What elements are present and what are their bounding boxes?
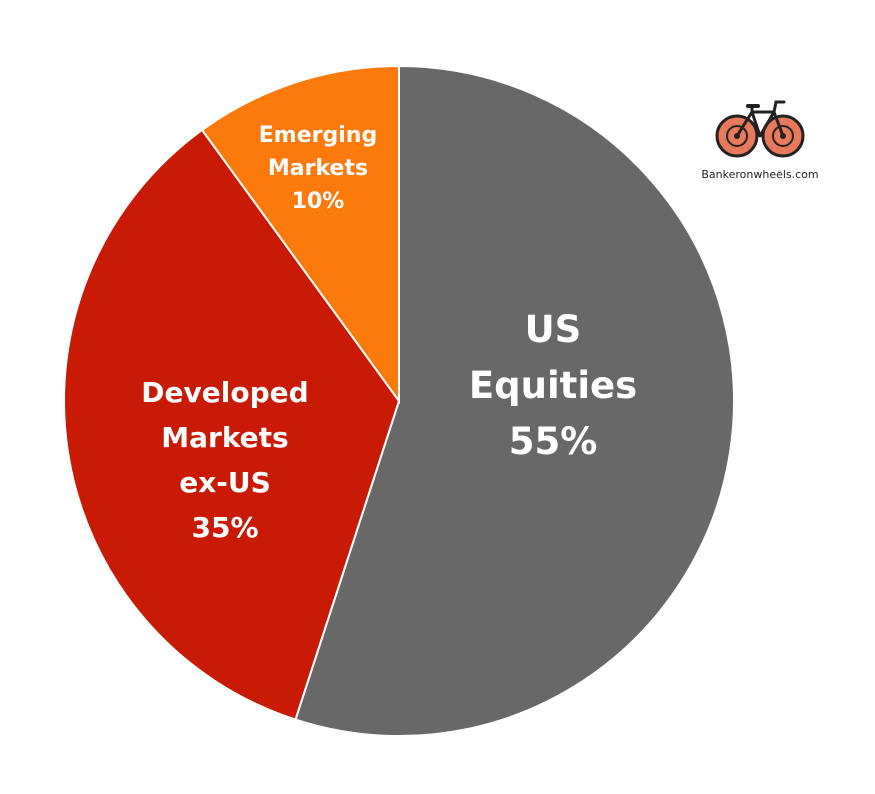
slice-label-developed-markets-ex-us: Developed Markets ex-US 35%	[141, 376, 308, 544]
pie-slice-us-equities	[294, 64, 735, 737]
pie-slice-developed-markets-ex-us	[62, 128, 401, 721]
pie-slice-emerging-markets	[200, 64, 400, 405]
bicycle-icon	[715, 100, 805, 158]
logo-text: Bankeronwheels.com	[701, 168, 819, 181]
slice-label-us-equities: US Equities 55%	[469, 308, 637, 463]
slice-label-emerging-markets: Emerging Markets 10%	[259, 123, 377, 214]
brand-logo: Bankeronwheels.com	[690, 92, 830, 181]
